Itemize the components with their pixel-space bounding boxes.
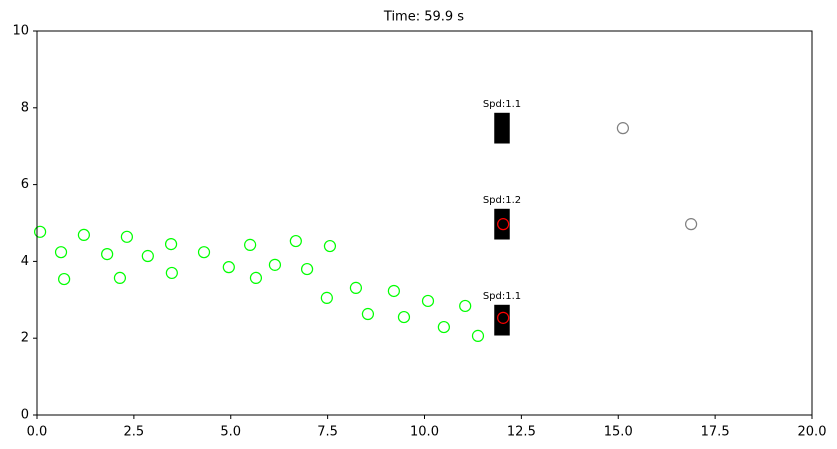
chart-title: Time: 59.9 s [383, 10, 464, 25]
point [164, 238, 178, 251]
point [113, 271, 127, 285]
point [141, 249, 154, 263]
x-tick-label: 17.5 [701, 425, 730, 440]
x-tick-label: 20.0 [798, 425, 827, 440]
point [397, 310, 411, 324]
point [222, 261, 235, 274]
point [361, 307, 375, 321]
vehicle-label: Spd:1.1 [483, 291, 521, 302]
point [120, 230, 134, 243]
vehicle-label: Spd:1.2 [483, 195, 521, 206]
point [58, 272, 71, 286]
vehicle [494, 208, 510, 240]
vehicle [494, 112, 510, 144]
point [421, 294, 435, 308]
x-tick-label: 7.5 [317, 425, 338, 440]
point [497, 218, 510, 231]
point [289, 234, 302, 248]
point [320, 291, 333, 304]
point [77, 228, 90, 242]
point [249, 271, 263, 285]
point [268, 258, 282, 271]
point [387, 284, 400, 298]
vehicle-label: Spd:1.1 [483, 99, 521, 110]
point [54, 246, 68, 259]
point [165, 266, 178, 280]
point [33, 225, 47, 238]
point [349, 281, 363, 294]
point [684, 218, 698, 231]
point [300, 262, 314, 276]
y-tick-label: 6 [21, 177, 29, 192]
point [323, 239, 337, 253]
point [101, 248, 114, 261]
point [497, 311, 510, 324]
x-tick-label: 0.0 [27, 425, 48, 440]
point [616, 122, 630, 135]
point [459, 299, 472, 313]
y-tick-label: 4 [21, 254, 29, 269]
vehicle [494, 304, 510, 336]
point [197, 246, 211, 259]
x-tick-label: 12.5 [507, 425, 536, 440]
y-tick-label: 0 [21, 408, 29, 423]
plot-frame [36, 30, 813, 416]
point [244, 238, 257, 251]
y-tick-label: 10 [12, 24, 29, 39]
x-tick-label: 15.0 [604, 425, 633, 440]
y-tick-label: 2 [21, 331, 29, 346]
x-tick-label: 10.0 [410, 425, 439, 440]
point [471, 329, 485, 342]
point [437, 320, 450, 334]
y-tick-label: 8 [21, 100, 29, 115]
x-tick-label: 5.0 [220, 425, 241, 440]
x-tick-label: 2.5 [124, 425, 145, 440]
